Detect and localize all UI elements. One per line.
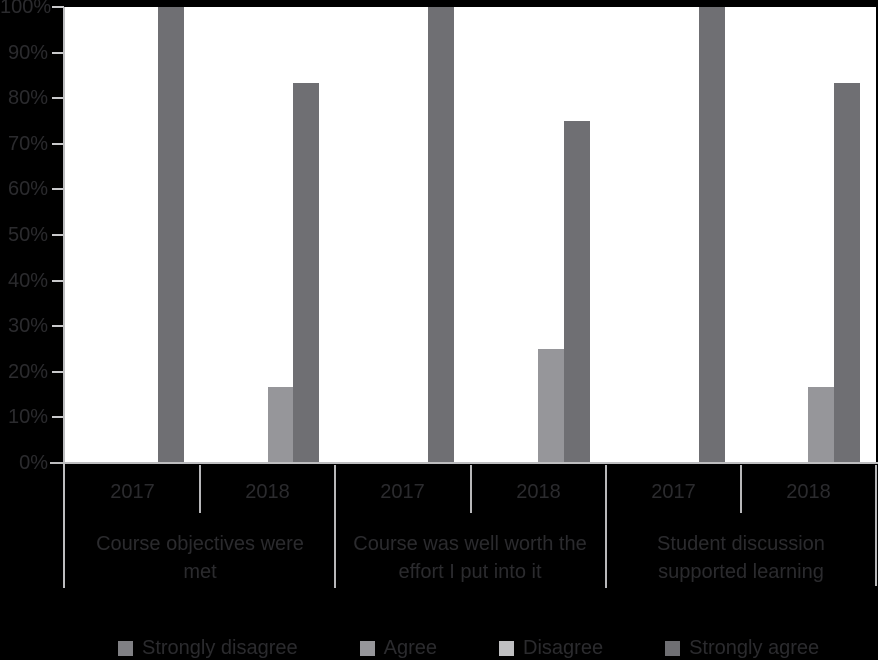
year-label: 2017 — [651, 481, 696, 503]
legend-item-agree: Agree — [359, 636, 438, 660]
category-label-line: met — [183, 561, 217, 583]
category-label: Student discussion supported learning — [606, 530, 876, 588]
legend-item-strongly-agree: Strongly agree — [665, 637, 819, 660]
bar-strongly-agree — [564, 121, 590, 463]
bar-strongly-agree — [158, 7, 184, 463]
y-tick-mark — [52, 188, 64, 190]
y-tick-mark — [52, 280, 64, 282]
y-tick-label: 100% — [0, 0, 52, 18]
category-label: Course objectives were met — [65, 530, 335, 588]
y-tick-label: 50% — [7, 224, 48, 246]
bar-agree — [538, 349, 564, 463]
bar-strongly-agree — [699, 7, 725, 463]
y-tick-label: 70% — [7, 133, 48, 155]
bar-agree — [268, 387, 294, 463]
chart-legend: Strongly disagree Agree Disagree Strongly a… — [118, 637, 819, 659]
legend-label: Strongly agree — [689, 636, 820, 659]
bar-strongly-agree — [834, 83, 860, 463]
legend-label: Disagree — [523, 636, 604, 659]
year-divider — [199, 465, 201, 513]
category-divider — [605, 465, 607, 588]
category-label: Course was well worth the effort I put in… — [335, 530, 605, 588]
category-label-line: Course was well worth the — [353, 533, 587, 555]
y-tick-label: 20% — [7, 361, 48, 383]
legend-swatch — [499, 640, 515, 656]
legend-item-strongly-disagree: Strongly disagree — [118, 637, 298, 660]
y-tick-mark — [52, 325, 64, 327]
category-divider-right — [875, 465, 877, 586]
category-divider — [334, 465, 336, 588]
year-label: 2018 — [245, 481, 290, 503]
y-tick-mark — [52, 143, 64, 145]
y-tick-mark — [52, 234, 64, 236]
legend-label: Agree — [383, 636, 438, 659]
plot-area — [65, 7, 876, 463]
y-tick-mark — [52, 371, 64, 373]
category-label-line: Course objectives were — [96, 533, 304, 555]
legend-swatch — [665, 640, 681, 656]
year-label: 2017 — [110, 481, 155, 503]
category-label-line: Student discussion — [657, 533, 825, 555]
bar-strongly-agree — [293, 83, 319, 463]
category-label-line: effort I put into it — [398, 561, 542, 583]
year-divider — [470, 465, 472, 513]
y-tick-mark — [52, 97, 64, 99]
year-label: 2017 — [380, 481, 425, 503]
y-tick-label: 60% — [7, 178, 48, 200]
y-tick-label: 30% — [7, 315, 48, 337]
bar-agree — [808, 387, 834, 463]
y-axis-line — [63, 7, 65, 588]
y-tick-mark — [52, 416, 64, 418]
category-label-line: supported learning — [658, 561, 824, 583]
y-tick-label: 10% — [7, 406, 48, 428]
y-tick-mark — [52, 6, 64, 8]
legend-item-disagree: Disagree — [499, 637, 603, 660]
x-axis-line — [50, 462, 878, 464]
bar-strongly-agree — [428, 7, 454, 463]
y-tick-label: 80% — [7, 87, 48, 109]
legend-label: Strongly disagree — [142, 636, 298, 659]
year-label: 2018 — [516, 481, 561, 503]
year-label: 2018 — [786, 481, 831, 503]
y-tick-label: 40% — [7, 270, 48, 292]
y-tick-label: 90% — [7, 42, 48, 64]
y-tick-label: 0% — [19, 452, 48, 474]
year-divider — [740, 465, 742, 513]
legend-swatch — [118, 640, 133, 656]
legend-swatch — [359, 640, 375, 656]
y-tick-mark — [52, 52, 64, 54]
